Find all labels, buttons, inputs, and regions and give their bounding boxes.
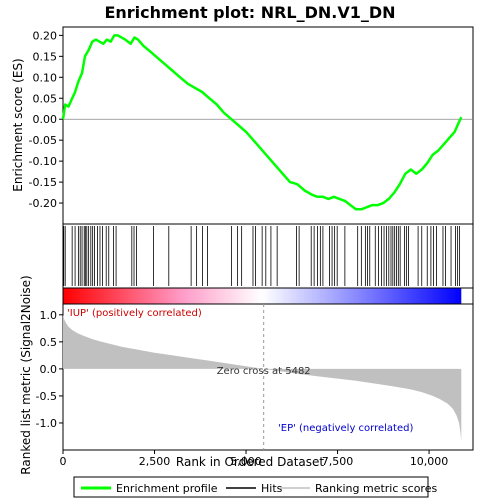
positive-correlation-label: 'IUP' (positively correlated) [67, 308, 202, 319]
metric-y-axis-label: Ranked list metric (Signal2Noise) [19, 275, 33, 474]
ranking-gradient [63, 288, 462, 304]
hits-panel-frame [62, 223, 474, 289]
hit-marks [63, 226, 460, 286]
metric-area [63, 314, 462, 442]
es-curve [61, 34, 463, 211]
es-curve-line [61, 34, 463, 211]
metric-y-tick-label: 1.0 [40, 309, 58, 322]
ranking-color-bar [62, 287, 474, 305]
x-tick-label: 2,500 [139, 455, 171, 468]
negative-correlation-label: 'EP' (negatively correlated) [278, 423, 413, 434]
legend-frame [73, 476, 429, 498]
x-tick-label: 10,000 [410, 455, 449, 468]
metric-y-ticks: -1.0 -0.5 0.0 0.5 1.0 [36, 309, 63, 430]
x-tick-label: 5,000 [230, 455, 262, 468]
x-axis-label: Rank in Ordered Dataset [176, 455, 324, 469]
metric-y-tick-label: 0.5 [40, 336, 58, 349]
metric-panel: -1.0 -0.5 0.0 0.5 1.0 Zero cross at 5482 'IU… [19, 275, 474, 475]
es-y-tick-label: 0.20 [33, 29, 58, 42]
es-y-tick-label: 0.10 [33, 71, 58, 84]
metric-y-tick-label: -1.0 [36, 417, 57, 430]
es-panel-frame [62, 26, 474, 225]
es-y-tick-label: -0.20 [29, 197, 57, 210]
es-y-tick-label: -0.10 [29, 155, 57, 168]
es-y-ticks: -0.20 -0.15 -0.10 -0.05 0.00 0.05 0.10 0.15 0.20 [29, 29, 63, 210]
metric-panel-frame [62, 303, 474, 451]
es-y-tick-label: -0.05 [29, 134, 57, 147]
legend: Enrichment profile Hits Ranking metric s… [73, 476, 437, 498]
es-y-tick-label: 0.15 [33, 50, 58, 63]
x-tick-label: 7,500 [322, 455, 354, 468]
chart-title: Enrichment plot: NRL_DN.V1_DN [104, 3, 395, 22]
metric-area-fill [63, 314, 462, 442]
es-y-tick-label: 0.00 [33, 113, 58, 126]
metric-y-tick-label: -0.5 [36, 390, 57, 403]
legend-hits-label: Hits [261, 482, 283, 495]
es-y-tick-label: 0.05 [33, 92, 58, 105]
zero-cross-label: Zero cross at 5482 [217, 366, 311, 377]
x-tick-label: 0 [60, 455, 67, 468]
legend-enrichment-profile-label: Enrichment profile [116, 482, 218, 495]
metric-y-tick-label: 0.0 [40, 363, 58, 376]
es-y-axis-label: Enrichment score (ES) [11, 58, 25, 191]
es-panel: -0.20 -0.15 -0.10 -0.05 0.00 0.05 0.10 0.15 0.20… [11, 26, 474, 225]
x-axis-ticks: 0 2,500 5,000 7,500 10,000 [60, 450, 449, 468]
hits-panel [62, 223, 474, 289]
es-y-tick-label: -0.15 [29, 176, 57, 189]
legend-ranking-metric-label: Ranking metric scores [315, 482, 437, 495]
